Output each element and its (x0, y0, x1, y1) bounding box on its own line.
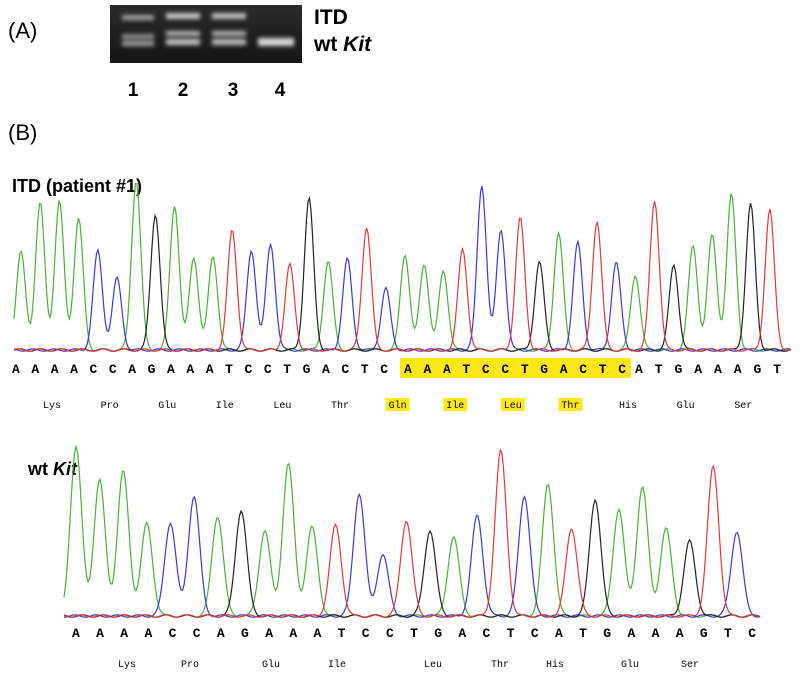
amino-acid: Ile (446, 400, 464, 412)
amino-acid: Lys (43, 401, 61, 412)
lane-label: 4 (275, 80, 286, 101)
amino-acid: Thr (331, 400, 349, 412)
aa-highlight (558, 398, 583, 411)
trace-A (13, 182, 792, 352)
aa-highlight (500, 398, 525, 411)
trace-T (13, 201, 792, 352)
lane-labels: 1 2 3 4 (128, 80, 286, 101)
amino-acid: Pro (101, 401, 119, 412)
band-label: wt Kit (313, 33, 372, 56)
duplication-highlight (400, 358, 631, 378)
trace-title: ITD (patient #1) (12, 176, 142, 196)
panel-label: (A) (8, 18, 37, 43)
gel (110, 5, 302, 63)
amino-acid: Gln (389, 400, 407, 412)
sequence: AAAACCAGAAATCCTGACTC (12, 362, 388, 377)
aa-highlight (385, 398, 410, 411)
amino-acid: Pro (181, 660, 199, 671)
amino-acid: Leu (424, 660, 442, 671)
amino-acid: Leu (273, 401, 291, 412)
amino-acid: Glu (677, 400, 695, 412)
chromatogram (13, 182, 792, 352)
band-label-prefix: wt (313, 33, 337, 56)
amino-acid: Ser (681, 660, 699, 671)
amino-acids: Lys Pro Glu Ile Leu Thr His Glu Ser (118, 659, 699, 671)
sequence: ATGAAAGT (635, 362, 781, 377)
trace-title-gene: Kit (53, 459, 78, 479)
band-label: ITD (314, 6, 348, 29)
amino-acids: Lys Pro Glu Ile Leu Thr Gln Ile Leu Thr His Glu Ser (43, 398, 752, 412)
amino-acid: Glu (621, 659, 639, 671)
amino-acid: Thr (491, 659, 509, 671)
lane-label: 1 (128, 80, 139, 101)
trace-title-prefix: wt (27, 459, 48, 479)
lane-label: 2 (178, 80, 189, 101)
amino-acid: Ile (216, 400, 234, 412)
chromatogram (63, 444, 761, 618)
amino-acid: Leu (504, 401, 522, 412)
amino-acid: Glu (158, 400, 176, 412)
trace-T (63, 448, 761, 618)
amino-acid: His (546, 659, 564, 671)
panel-label: (B) (8, 120, 37, 145)
amino-acid: Lys (118, 660, 136, 671)
band-label-gene: Kit (343, 33, 372, 56)
aa-highlight (443, 398, 468, 411)
trace-title: wt Kit (27, 459, 78, 479)
amino-acid: Glu (262, 659, 280, 671)
amino-acid: Ser (734, 401, 752, 412)
lane-label: 3 (228, 80, 239, 101)
amino-acid: Thr (561, 400, 579, 412)
amino-acid: Ile (328, 659, 346, 671)
amino-acid: His (619, 400, 637, 412)
sequence: AAAACCAGAAATCCTGACTCATGAAAGTC (72, 626, 756, 641)
